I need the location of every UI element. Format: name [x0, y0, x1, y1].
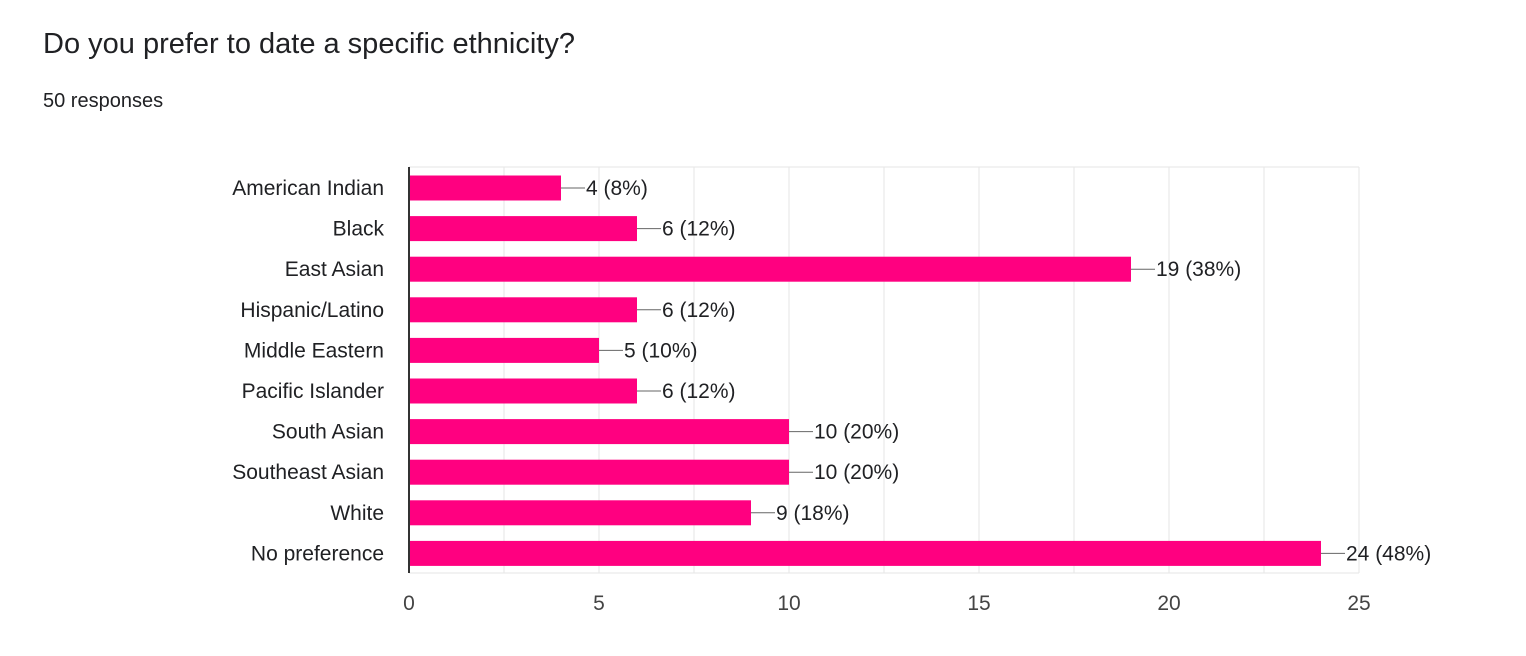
category-label: Black: [333, 218, 385, 241]
category-label: Hispanic/Latino: [240, 299, 384, 322]
x-tick-label: 10: [777, 592, 800, 615]
category-label: Pacific Islander: [242, 380, 384, 403]
category-label: Southeast Asian: [232, 461, 384, 484]
data-label: 10 (20%): [814, 461, 899, 484]
category-label: American Indian: [232, 177, 384, 200]
data-label: 10 (20%): [814, 421, 899, 444]
bar: [409, 378, 637, 404]
bar: [409, 256, 1131, 282]
category-label: No preference: [251, 542, 384, 565]
category-label: South Asian: [272, 421, 384, 444]
data-label: 24 (48%): [1346, 542, 1431, 565]
ticks-layer: 0 5 10 15 20 25: [403, 167, 1371, 615]
response-count: 50 responses: [43, 90, 164, 112]
bar: [409, 459, 789, 485]
category-label: East Asian: [285, 258, 384, 281]
data-label: 6 (12%): [662, 218, 736, 241]
question-title: Do you prefer to date a specific ethnici…: [43, 28, 575, 60]
bar: [409, 216, 637, 242]
data-label: 5 (10%): [624, 339, 698, 362]
data-label: 4 (8%): [586, 177, 648, 200]
bar: [409, 337, 599, 363]
x-tick-label: 0: [403, 592, 415, 615]
x-tick-label: 25: [1347, 592, 1370, 615]
bar: [409, 500, 751, 526]
data-label: 19 (38%): [1156, 258, 1241, 281]
bar: [409, 297, 637, 323]
x-tick-label: 20: [1157, 592, 1180, 615]
bars-layer: [409, 175, 1321, 566]
x-tick-label: 15: [967, 592, 990, 615]
data-label: 6 (12%): [662, 299, 736, 322]
bar: [409, 540, 1321, 566]
x-tick-label: 5: [593, 592, 605, 615]
category-label: Middle Eastern: [244, 339, 384, 362]
labels-layer: American Indian 4 (8%) Black 6 (12%) East As…: [232, 177, 1431, 565]
bar: [409, 175, 561, 201]
bar: [409, 419, 789, 445]
category-label: White: [330, 502, 384, 525]
data-label: 6 (12%): [662, 380, 736, 403]
data-label: 9 (18%): [776, 502, 850, 525]
